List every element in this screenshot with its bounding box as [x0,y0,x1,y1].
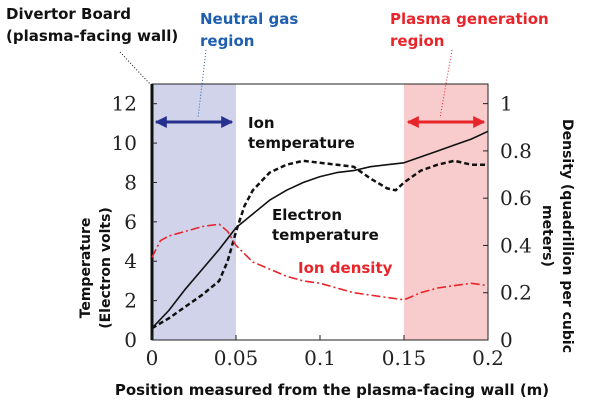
y-right-axis-label-line: meters) [539,205,555,267]
series-layer [151,130,489,330]
x-tick-label: 0 [146,346,159,370]
x-axis-label: Position measured from the plasma-facing… [115,381,549,399]
y-left-axis-label-line: (Electron volts) [98,207,114,329]
y-left-axis-label-line: Temperature [78,218,94,319]
x-tick-label: 0.2 [472,346,504,370]
y-right-tick-label: 0.6 [500,186,532,210]
series-label: temperature [248,134,355,152]
x-tick-label: 0.15 [382,346,427,370]
region-label: region [200,32,254,50]
series-label: temperature [272,226,379,244]
series-label: Ion [248,114,275,132]
region-label: Neutral gas [200,10,298,28]
wall-label: (plasma-facing wall) [6,27,178,45]
y-left-tick-label: 4 [124,249,137,273]
region-label: Plasma generation [390,10,549,28]
series-label: Ion density [298,259,393,277]
y-left-tick-label: 0 [124,328,137,352]
y-left-tick-label: 8 [124,170,137,194]
wall-leader [119,51,151,85]
series-line [151,223,489,301]
region-leader [439,49,453,119]
region-label: region [390,32,444,50]
y-right-tick-label: 0.2 [500,281,532,305]
y-right-tick-label: 1 [500,92,513,116]
x-tick-label: 0.05 [214,346,259,370]
region-leader [197,49,207,119]
y-left-axis-label: Temperature (Electron volts) [78,207,114,329]
y-right-tick-label: 0.4 [500,233,532,257]
y-right-tick-label: 0.8 [500,139,532,163]
x-tick-label: 0.1 [304,346,336,370]
y-right-tick-label: 0 [500,328,513,352]
y-left-tick-label: 6 [124,210,137,234]
y-left-tick-label: 12 [112,92,137,116]
y-right-axis-label-line: Density (quadrillion per cubic [559,119,575,353]
y-left-tick-label: 2 [124,289,137,313]
wall-label: Divertor Board [6,5,131,23]
y-left-tick-label: 10 [112,131,137,155]
series-line [151,130,489,329]
series-label: Electron [272,206,342,224]
annotations-layer: Ion temperature Electron temperature Ion den… [6,5,575,399]
